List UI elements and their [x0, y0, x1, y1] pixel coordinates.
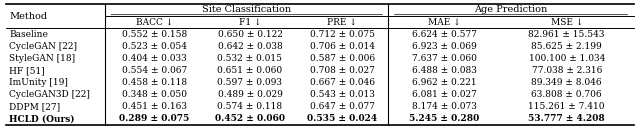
Text: 0.712 ± 0.075: 0.712 ± 0.075 — [310, 30, 375, 39]
Text: 0.452 ± 0.060: 0.452 ± 0.060 — [215, 114, 285, 123]
Text: HCLD (Ours): HCLD (Ours) — [9, 114, 74, 123]
Text: 6.624 ± 0.577: 6.624 ± 0.577 — [412, 30, 477, 39]
Text: 7.637 ± 0.060: 7.637 ± 0.060 — [412, 54, 477, 63]
Text: 0.451 ± 0.163: 0.451 ± 0.163 — [122, 102, 187, 111]
Text: 8.174 ± 0.073: 8.174 ± 0.073 — [412, 102, 477, 111]
Text: 5.245 ± 0.280: 5.245 ± 0.280 — [409, 114, 479, 123]
Text: 0.458 ± 0.118: 0.458 ± 0.118 — [122, 78, 187, 87]
Text: 0.535 ± 0.024: 0.535 ± 0.024 — [307, 114, 378, 123]
Text: 115.261 ± 7.410: 115.261 ± 7.410 — [529, 102, 605, 111]
Text: 0.708 ± 0.027: 0.708 ± 0.027 — [310, 66, 375, 75]
Text: StyleGAN [18]: StyleGAN [18] — [9, 54, 75, 63]
Text: 6.081 ± 0.027: 6.081 ± 0.027 — [412, 90, 477, 99]
Text: F1 ↓: F1 ↓ — [239, 18, 261, 27]
Text: HF [51]: HF [51] — [9, 66, 45, 75]
Text: 0.642 ± 0.038: 0.642 ± 0.038 — [218, 42, 282, 51]
Text: 0.489 ± 0.029: 0.489 ± 0.029 — [218, 90, 282, 99]
Text: PRE ↓: PRE ↓ — [327, 18, 357, 27]
Text: 0.574 ± 0.118: 0.574 ± 0.118 — [218, 102, 282, 111]
Text: 0.523 ± 0.054: 0.523 ± 0.054 — [122, 42, 187, 51]
Text: 0.554 ± 0.067: 0.554 ± 0.067 — [122, 66, 187, 75]
Text: BACC ↓: BACC ↓ — [136, 18, 173, 27]
Text: 82.961 ± 15.543: 82.961 ± 15.543 — [529, 30, 605, 39]
Text: Baseline: Baseline — [9, 30, 48, 39]
Text: 77.038 ± 2.316: 77.038 ± 2.316 — [532, 66, 602, 75]
Text: 0.667 ± 0.046: 0.667 ± 0.046 — [310, 78, 375, 87]
Text: 0.651 ± 0.060: 0.651 ± 0.060 — [218, 66, 282, 75]
Text: MSE ↓: MSE ↓ — [550, 18, 583, 27]
Text: 6.488 ± 0.083: 6.488 ± 0.083 — [412, 66, 477, 75]
Text: 0.650 ± 0.122: 0.650 ± 0.122 — [218, 30, 282, 39]
Text: Method: Method — [9, 12, 47, 21]
Text: 0.647 ± 0.077: 0.647 ± 0.077 — [310, 102, 375, 111]
Text: 6.962 ± 0.221: 6.962 ± 0.221 — [412, 78, 476, 87]
Text: 6.923 ± 0.069: 6.923 ± 0.069 — [412, 42, 477, 51]
Text: DDPM [27]: DDPM [27] — [9, 102, 60, 111]
Text: Site Classification: Site Classification — [202, 6, 291, 14]
Text: Age Prediction: Age Prediction — [474, 6, 548, 14]
Text: ImUnity [19]: ImUnity [19] — [9, 78, 68, 87]
Text: 0.404 ± 0.033: 0.404 ± 0.033 — [122, 54, 187, 63]
Text: 0.543 ± 0.013: 0.543 ± 0.013 — [310, 90, 375, 99]
Text: 53.777 ± 4.208: 53.777 ± 4.208 — [529, 114, 605, 123]
Text: 0.532 ± 0.015: 0.532 ± 0.015 — [218, 54, 282, 63]
Text: 63.808 ± 0.706: 63.808 ± 0.706 — [531, 90, 602, 99]
Text: 89.349 ± 8.046: 89.349 ± 8.046 — [531, 78, 602, 87]
Text: 85.625 ± 2.199: 85.625 ± 2.199 — [531, 42, 602, 51]
Text: 0.552 ± 0.158: 0.552 ± 0.158 — [122, 30, 187, 39]
Text: 0.348 ± 0.050: 0.348 ± 0.050 — [122, 90, 187, 99]
Text: 100.100 ± 1.034: 100.100 ± 1.034 — [529, 54, 605, 63]
Text: CycleGAN3D [22]: CycleGAN3D [22] — [9, 90, 90, 99]
Text: 0.289 ± 0.075: 0.289 ± 0.075 — [119, 114, 189, 123]
Text: 0.587 ± 0.006: 0.587 ± 0.006 — [310, 54, 375, 63]
Text: 0.706 ± 0.014: 0.706 ± 0.014 — [310, 42, 375, 51]
Text: 0.597 ± 0.093: 0.597 ± 0.093 — [218, 78, 282, 87]
Text: CycleGAN [22]: CycleGAN [22] — [9, 42, 77, 51]
Text: MAE ↓: MAE ↓ — [428, 18, 461, 27]
